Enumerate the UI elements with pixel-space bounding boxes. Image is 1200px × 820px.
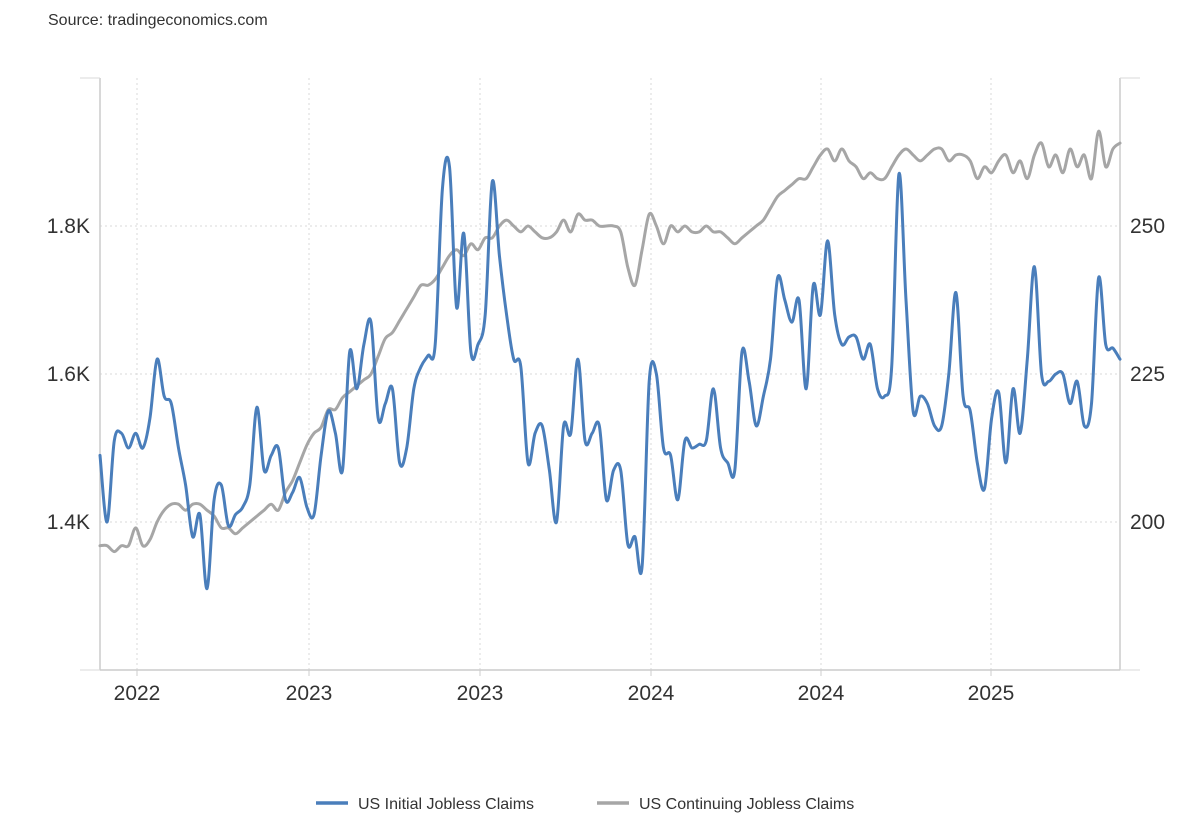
x-tick-label: 2024	[628, 682, 675, 705]
series-line-initial-claims	[98, 155, 1122, 591]
x-tick-label: 2024	[798, 682, 845, 705]
x-tick-label: 2022	[114, 682, 161, 705]
grid-lines	[100, 78, 1120, 670]
y-left-tick-label: 1.8K	[47, 215, 90, 238]
legend-label-initial: US Initial Jobless Claims	[358, 796, 534, 813]
series-lines	[98, 129, 1122, 591]
legend-label-continuing: US Continuing Jobless Claims	[639, 796, 854, 813]
axes: 1.4K 1.6K 1.8K 200 225 250 2022 2023 2023 2024 202…	[47, 77, 1165, 705]
chart-source: Source: tradingeconomics.com	[48, 12, 268, 29]
y-right-tick-label: 200	[1130, 511, 1165, 534]
y-left-tick-label: 1.6K	[47, 363, 90, 386]
x-tick-label: 2023	[457, 682, 504, 705]
x-tick-label: 2023	[286, 682, 333, 705]
legend: US Initial Jobless Claims US Continuing J…	[316, 796, 854, 813]
series-line-continuing-claims	[98, 129, 1122, 554]
y-left-tick-label: 1.4K	[47, 511, 90, 534]
x-tick-label: 2025	[968, 682, 1015, 705]
y-right-tick-label: 225	[1130, 363, 1165, 386]
y-right-tick-label: 250	[1130, 215, 1165, 238]
